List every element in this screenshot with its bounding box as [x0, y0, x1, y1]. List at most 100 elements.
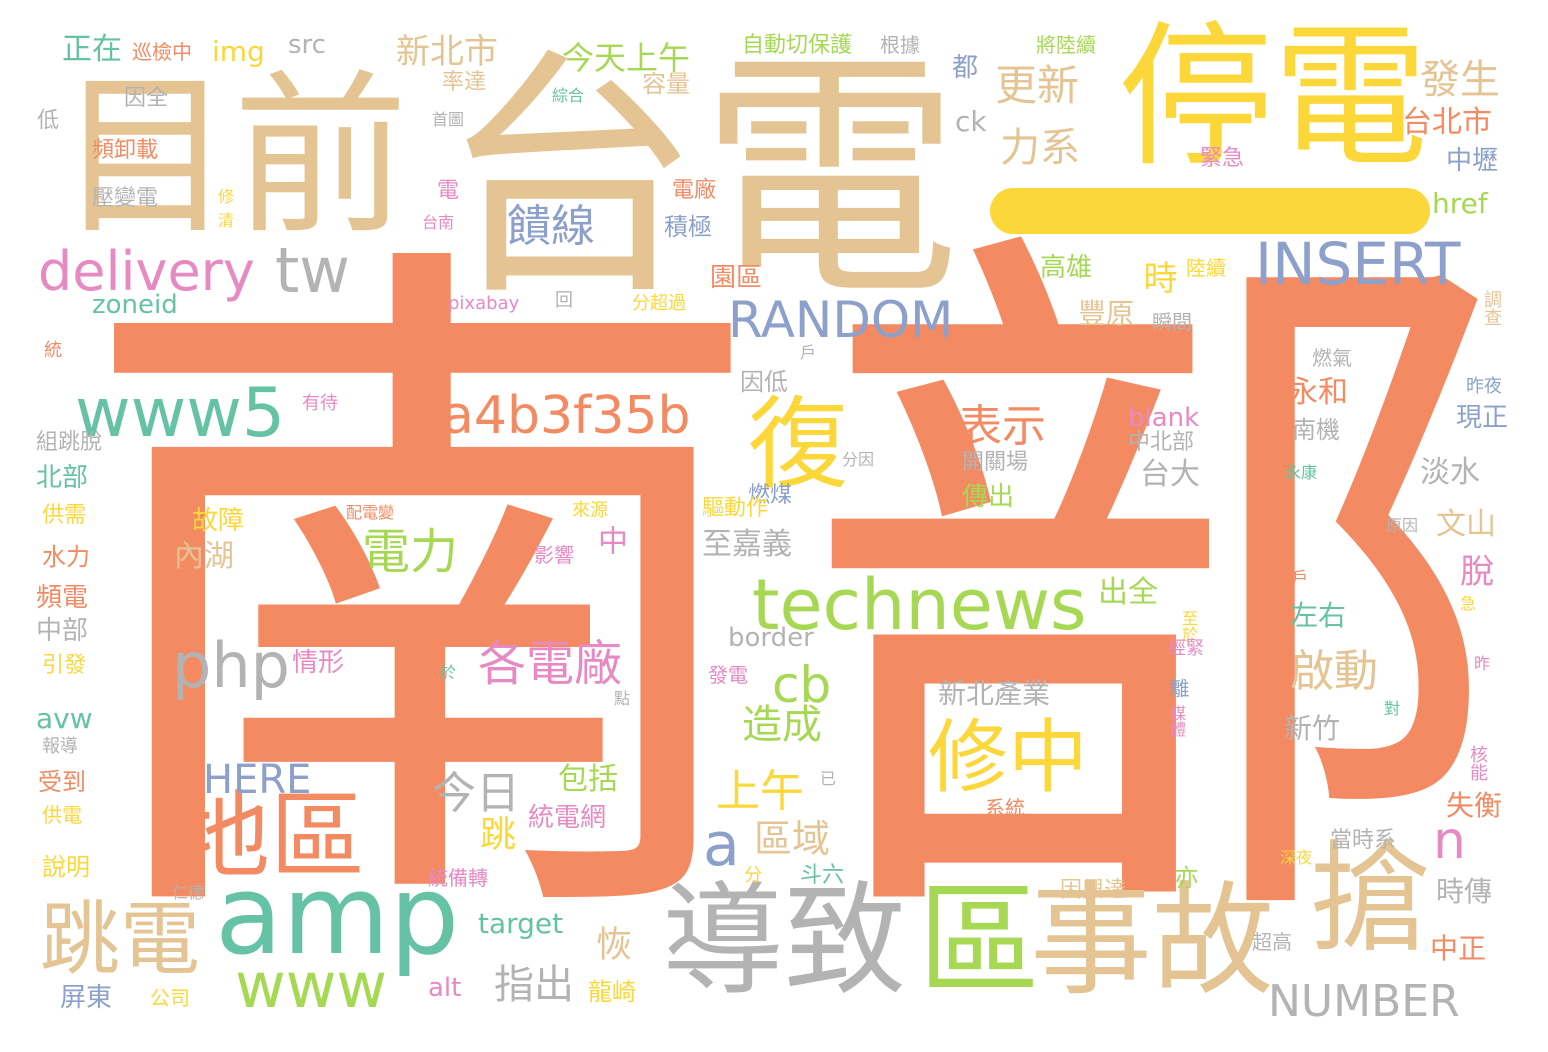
word-fenchaoguo: 分超過 — [632, 293, 686, 314]
word-shuaida: 率達 — [442, 70, 487, 95]
word-baodao: 報導 — [42, 736, 78, 757]
word-zhijiayi: 至嘉義 — [702, 527, 792, 562]
word-jiangluxu: 將陸續 — [1036, 33, 1096, 57]
word-taida: 台大 — [1140, 457, 1200, 492]
word-pixabay: pixabay — [448, 293, 520, 314]
word-xinbeichanye: 新北產業 — [938, 677, 1051, 710]
word-baokuo: 包括 — [558, 762, 618, 797]
word-fu: 復 — [748, 386, 848, 503]
word-xinbeishi: 新北市 — [396, 32, 498, 72]
word-yi2: 亦 — [1170, 865, 1198, 889]
word-zuoyou: 左右 — [1290, 599, 1347, 632]
word-diqu: 地區 — [175, 782, 366, 892]
word-neihu: 內湖 — [174, 539, 234, 574]
word-chuanchu: 傳出 — [962, 482, 1015, 512]
word-zaocheng: 造成 — [742, 702, 822, 748]
word-number: NUMBER — [1268, 976, 1460, 1027]
word-kuixian: 饋線 — [507, 201, 595, 252]
word-yi: 已 — [817, 770, 836, 786]
word-hefeng: 核能 — [1467, 745, 1488, 781]
word-target: target — [478, 907, 564, 940]
word-qidong: 啟動 — [1290, 646, 1378, 697]
word-taidian: 台電 — [440, 29, 960, 331]
word-muqian: 目前 — [58, 56, 408, 259]
word-tuo: 脫 — [1460, 552, 1494, 592]
word-yongkang: 永康 — [1285, 463, 1318, 482]
word-zhichu: 指出 — [494, 962, 574, 1008]
word-avw: avw — [36, 702, 93, 735]
word-zoneid: zoneid — [92, 290, 178, 320]
word-random: RANDOM — [728, 291, 954, 349]
word-zutiaotuo: 組跳脫 — [36, 430, 103, 455]
word-di: 低 — [33, 108, 58, 130]
word-insert: INSERT — [1255, 230, 1461, 298]
word-laiyuan: 來源 — [572, 500, 608, 521]
word-li: 離 — [1166, 678, 1190, 698]
word-qingxing: 情形 — [292, 648, 345, 678]
word-yinquan: 因全 — [124, 86, 169, 111]
word-qiang: 搶 — [1310, 830, 1430, 969]
word-border: border — [728, 623, 814, 653]
word-ck: ck — [955, 105, 987, 138]
word-www: www — [235, 949, 388, 1022]
word-ranmei: 燃煤 — [748, 483, 793, 508]
word-src: src — [288, 30, 326, 60]
word-qianhu: 千戶 — [1276, 568, 1309, 587]
word-yuanyin: 原因 — [1386, 516, 1419, 535]
word-pingdong: 屏東 — [60, 983, 113, 1013]
word-shangwu: 上午 — [716, 766, 804, 817]
word-lixi: 力系 — [1000, 125, 1080, 171]
word-php: php — [172, 629, 291, 702]
word-dui: 對 — [1381, 700, 1400, 716]
word-qudongzuo: 驅動作 — [702, 496, 769, 521]
word-xinzhu: 新竹 — [1284, 712, 1341, 745]
word-img: img — [212, 35, 265, 68]
word-shigu: 事故 — [1030, 870, 1274, 1012]
word-pinxiezai: 頻卸載 — [92, 138, 159, 163]
word-cb: cb — [772, 656, 832, 714]
word-jinri: 今日 — [432, 768, 520, 819]
word-n: n — [1433, 811, 1466, 871]
word-dianchang: 電廠 — [672, 178, 717, 203]
word-yabiandian: 壓變電 — [92, 186, 159, 211]
word-zhong: 中 — [592, 525, 627, 555]
word-yindi: 因低 — [740, 368, 788, 396]
word-shouye: 首圖 — [432, 110, 465, 129]
word-renDe: 仁德 — [172, 883, 205, 902]
word-tongbeizhuan: 統備轉 — [428, 866, 488, 890]
word-href: href — [1432, 187, 1488, 220]
word-gongzhang: 故障 — [192, 506, 245, 536]
word-zuo: 昨 — [1471, 655, 1490, 671]
word-tingdian: 停電 — [1118, 7, 1428, 188]
word-qu: 區 — [918, 870, 1040, 1012]
word-zhongzheng: 中正 — [1430, 932, 1487, 965]
word-bu: 部 — [795, 176, 1515, 1014]
word-ji: 急 — [1457, 595, 1476, 611]
word-qing: 清 — [215, 212, 234, 228]
word-zhongli: 中壢 — [1446, 146, 1499, 176]
word-nanji: 南機 — [1292, 416, 1340, 444]
word-yu: 於 — [440, 663, 457, 682]
word-tiao: 跳 — [474, 815, 515, 851]
word-zonghe: 綜合 — [552, 86, 585, 105]
word-peidian: 配電變 — [346, 503, 395, 522]
word-hui2: 恢 — [590, 925, 631, 961]
word-shuoming: 說明 — [42, 853, 90, 881]
word-jinji: 緊急 — [1200, 146, 1245, 171]
word-longqi: 龍崎 — [588, 978, 636, 1006]
word-rongliang: 容量 — [642, 70, 690, 98]
word-kaiguanchang: 開關場 — [962, 450, 1029, 475]
word-hui: 回 — [555, 290, 573, 311]
word-gaoxiong: 高雄 — [1040, 253, 1093, 283]
word-shoudao: 受到 — [38, 768, 86, 796]
word-quyu: 區域 — [754, 817, 831, 861]
word-dianli: 電力 — [362, 524, 459, 580]
word-a4b3f35b: a4b3f35b — [442, 386, 691, 446]
word-www5: www5 — [75, 374, 286, 453]
word-hu: 戶 — [800, 343, 817, 362]
word-pindian: 頻電 — [36, 583, 89, 613]
word-jintianshangwu: 今天上午 — [562, 39, 691, 77]
word-yinfa: 引發 — [42, 653, 87, 678]
word-zidongqie: 自動切保護 — [742, 33, 853, 58]
word-zuoye: 昨夜 — [1466, 376, 1502, 397]
